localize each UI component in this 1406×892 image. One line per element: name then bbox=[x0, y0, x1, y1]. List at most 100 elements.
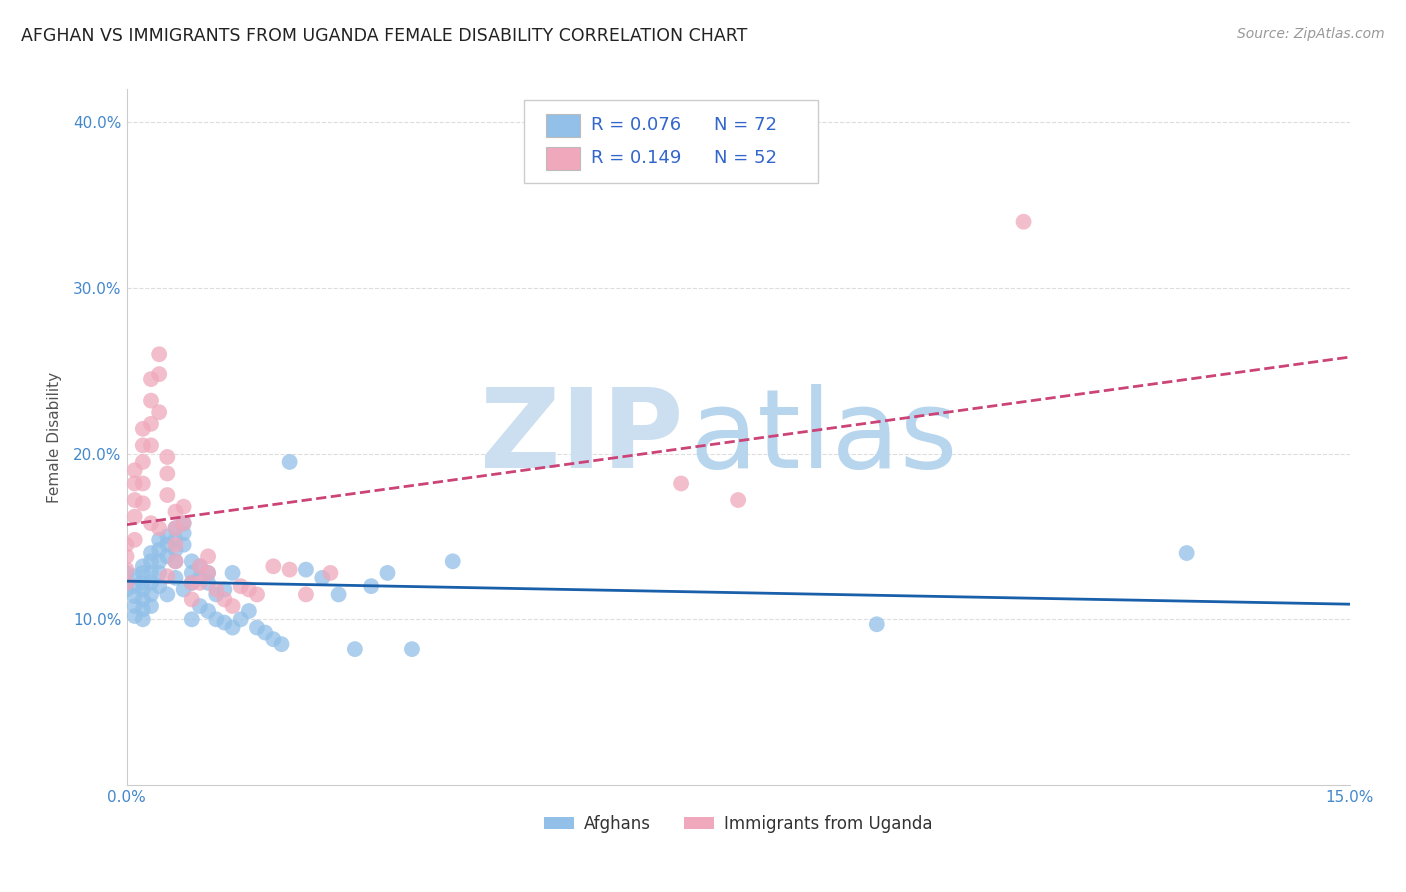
Point bbox=[124, 599, 146, 613]
Point bbox=[180, 575, 202, 590]
Text: ZIP: ZIP bbox=[479, 384, 683, 491]
Point bbox=[214, 615, 236, 630]
Point bbox=[165, 554, 187, 568]
Point bbox=[124, 589, 146, 603]
Point bbox=[115, 549, 138, 564]
Point bbox=[124, 463, 146, 477]
Point bbox=[139, 372, 162, 386]
Point bbox=[180, 575, 202, 590]
Point bbox=[124, 579, 146, 593]
Point bbox=[180, 566, 202, 580]
Point bbox=[132, 559, 155, 574]
Point bbox=[165, 538, 187, 552]
Point bbox=[180, 612, 202, 626]
Point bbox=[156, 569, 179, 583]
Point bbox=[262, 632, 284, 647]
Point bbox=[238, 582, 260, 597]
Point bbox=[188, 599, 211, 613]
Text: N = 52: N = 52 bbox=[714, 149, 776, 167]
Point bbox=[866, 617, 889, 632]
Point bbox=[132, 455, 155, 469]
Point bbox=[221, 621, 243, 635]
Point bbox=[343, 642, 366, 657]
Point bbox=[148, 566, 170, 580]
Point bbox=[188, 575, 211, 590]
Point bbox=[115, 538, 138, 552]
Point bbox=[132, 612, 155, 626]
Point bbox=[165, 571, 187, 585]
Point bbox=[139, 546, 162, 560]
Point bbox=[173, 516, 195, 531]
Text: R = 0.076: R = 0.076 bbox=[592, 116, 682, 134]
Point bbox=[188, 559, 211, 574]
Point bbox=[139, 599, 162, 613]
Point bbox=[669, 476, 692, 491]
Point bbox=[139, 438, 162, 452]
Point bbox=[156, 538, 179, 552]
Point bbox=[165, 521, 187, 535]
Point bbox=[148, 579, 170, 593]
Point bbox=[205, 612, 228, 626]
FancyBboxPatch shape bbox=[546, 113, 581, 136]
Text: atlas: atlas bbox=[689, 384, 957, 491]
Point bbox=[115, 575, 138, 590]
Point bbox=[156, 488, 179, 502]
Point bbox=[197, 575, 219, 590]
Point bbox=[139, 575, 162, 590]
Point bbox=[124, 493, 146, 508]
Point bbox=[156, 529, 179, 543]
Point bbox=[246, 587, 269, 601]
Point bbox=[124, 609, 146, 624]
Point bbox=[221, 599, 243, 613]
Point bbox=[262, 559, 284, 574]
Point bbox=[173, 526, 195, 541]
Point bbox=[173, 582, 195, 597]
Point bbox=[115, 566, 138, 580]
Point bbox=[173, 500, 195, 514]
Point bbox=[214, 592, 236, 607]
Point bbox=[238, 604, 260, 618]
Point bbox=[124, 569, 146, 583]
Point bbox=[173, 538, 195, 552]
Point bbox=[132, 422, 155, 436]
Point bbox=[115, 582, 138, 597]
Point bbox=[270, 637, 292, 651]
Text: N = 72: N = 72 bbox=[714, 116, 776, 134]
Point bbox=[139, 566, 162, 580]
Point bbox=[197, 566, 219, 580]
Point bbox=[229, 612, 252, 626]
Point bbox=[124, 509, 146, 524]
Point bbox=[254, 625, 277, 640]
Point bbox=[139, 587, 162, 601]
Legend: Afghans, Immigrants from Uganda: Afghans, Immigrants from Uganda bbox=[537, 808, 939, 839]
Point bbox=[148, 554, 170, 568]
Text: R = 0.149: R = 0.149 bbox=[592, 149, 682, 167]
Point bbox=[197, 604, 219, 618]
Point bbox=[165, 505, 187, 519]
Point bbox=[148, 367, 170, 381]
Point bbox=[221, 566, 243, 580]
Point bbox=[441, 554, 464, 568]
Point bbox=[132, 575, 155, 590]
Text: AFGHAN VS IMMIGRANTS FROM UGANDA FEMALE DISABILITY CORRELATION CHART: AFGHAN VS IMMIGRANTS FROM UGANDA FEMALE … bbox=[21, 27, 748, 45]
Point bbox=[197, 549, 219, 564]
Point bbox=[180, 592, 202, 607]
Point bbox=[139, 554, 162, 568]
Point bbox=[148, 533, 170, 547]
Point bbox=[180, 554, 202, 568]
Point bbox=[173, 516, 195, 531]
FancyBboxPatch shape bbox=[524, 100, 818, 183]
Point bbox=[132, 438, 155, 452]
Point bbox=[148, 347, 170, 361]
Point bbox=[165, 554, 187, 568]
FancyBboxPatch shape bbox=[546, 147, 581, 169]
Point bbox=[1012, 215, 1035, 229]
Point bbox=[132, 582, 155, 597]
Point bbox=[360, 579, 382, 593]
Point bbox=[188, 571, 211, 585]
Point bbox=[132, 496, 155, 510]
Point bbox=[1175, 546, 1198, 560]
Point bbox=[156, 587, 179, 601]
Point bbox=[148, 405, 170, 419]
Point bbox=[278, 563, 301, 577]
